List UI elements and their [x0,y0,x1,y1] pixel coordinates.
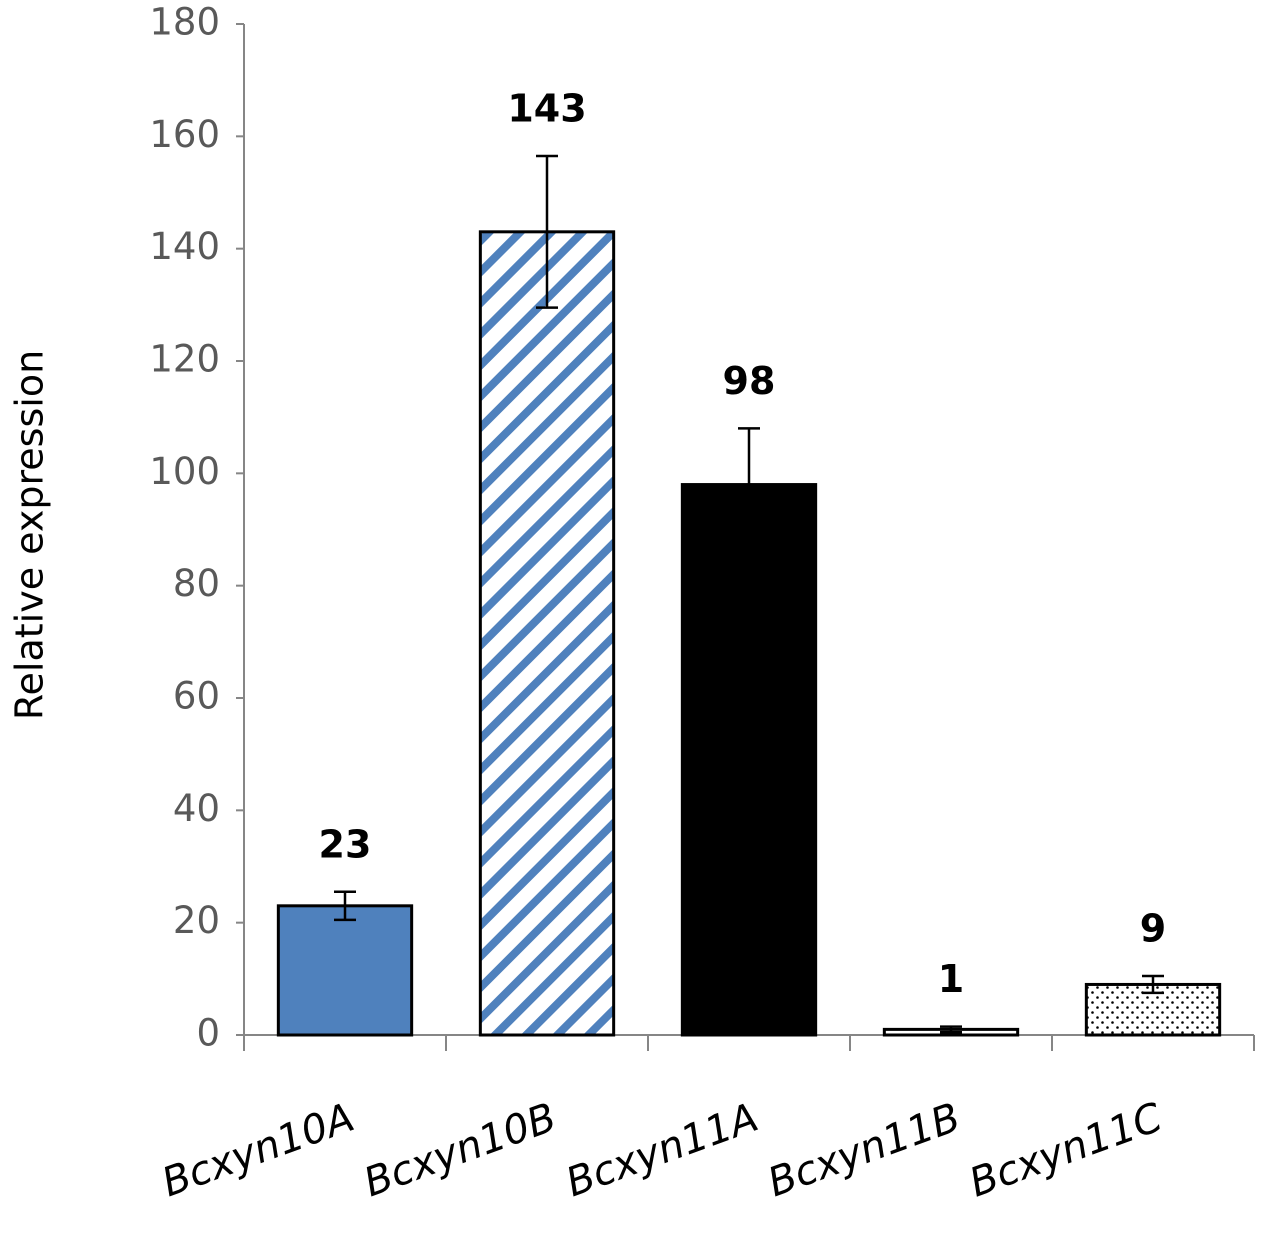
y-tick-label: 40 [173,787,220,830]
error-bar [940,1025,962,1034]
x-tick-label: Bcxyn11A [560,1095,764,1207]
y-tick-label: 160 [149,113,220,156]
error-bar [738,427,760,542]
y-tick-label: 100 [149,450,220,493]
y-tick-label: 0 [196,1012,220,1055]
value-label: 23 [319,822,372,866]
value-label: 9 [1140,907,1166,951]
y-tick-label: 80 [173,562,220,605]
y-axis-title: Relative expression [8,350,52,720]
y-tick-label: 180 [149,1,220,44]
error-bar [536,154,558,309]
x-tick-label: Bcxyn11C [964,1094,1169,1206]
x-tick-label: Bcxyn10A [156,1095,360,1207]
value-label: 98 [723,359,776,403]
y-tick-label: 120 [149,338,220,381]
error-bar [334,890,356,922]
bar [276,904,414,1037]
y-tick-label: 20 [173,899,220,942]
bar [680,483,818,1037]
y-tick-label: 140 [149,225,220,268]
value-label: 143 [507,86,586,130]
value-label: 1 [938,957,964,1001]
x-tick-label: Bcxyn11B [762,1095,966,1207]
x-tick-label: Bcxyn10B [358,1095,562,1207]
bar [478,230,616,1037]
error-bar [1142,974,1164,995]
y-tick-label: 60 [173,675,220,718]
